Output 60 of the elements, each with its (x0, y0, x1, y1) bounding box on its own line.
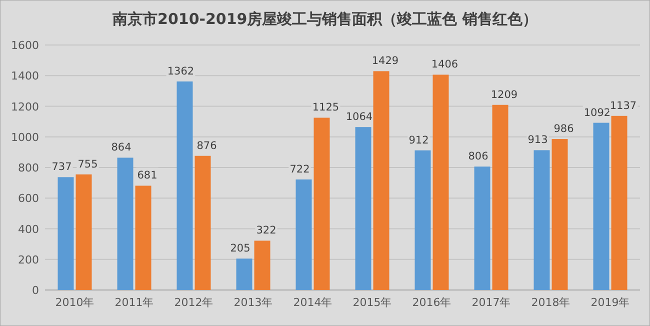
x-tick-label: 2015年 (352, 296, 392, 309)
bar (492, 104, 508, 290)
data-label: 1362 (167, 65, 194, 78)
data-label: 1092 (584, 106, 611, 119)
data-label: 806 (468, 150, 489, 163)
data-label: 1406 (431, 58, 458, 71)
data-label: 1137 (610, 100, 637, 112)
data-label: 876 (196, 140, 218, 152)
data-label: 912 (408, 134, 429, 146)
bar (176, 81, 193, 290)
bar (296, 179, 312, 290)
bar (474, 166, 490, 290)
y-tick-label: 0 (32, 284, 39, 297)
bar (432, 74, 449, 290)
data-label: 737 (52, 161, 72, 174)
bar (552, 139, 568, 290)
y-tick-label: 1600 (11, 39, 39, 52)
bar (135, 186, 152, 290)
x-tick-label: 2013年 (234, 296, 273, 309)
bar (534, 150, 550, 290)
y-tick-label: 1000 (11, 130, 39, 144)
x-tick-label: 2019年 (590, 296, 630, 309)
bar (58, 177, 74, 290)
data-label: 913 (528, 134, 548, 146)
bar (236, 258, 252, 290)
x-tick-label: 2016年 (412, 296, 452, 309)
chart-title: 南京市2010-2019房屋竣工与销售面积（竣工蓝色 销售红色） (112, 10, 538, 28)
data-label: 986 (554, 123, 574, 136)
y-tick-label: 800 (18, 162, 39, 174)
bar (611, 116, 628, 290)
data-label: 722 (290, 163, 310, 176)
data-label: 681 (137, 170, 158, 182)
x-tick-label: 2012年 (174, 296, 214, 309)
bar (117, 158, 134, 290)
bar (76, 174, 92, 290)
data-label: 755 (78, 158, 98, 170)
data-label: 322 (256, 224, 276, 237)
x-tick-label: 2017年 (472, 296, 511, 309)
data-label: 205 (230, 242, 250, 255)
data-label: 1429 (372, 55, 399, 68)
bar (373, 71, 390, 290)
bar (194, 156, 211, 290)
y-tick-label: 400 (18, 222, 39, 236)
bar (314, 118, 330, 290)
x-tick-label: 2018年 (531, 296, 570, 309)
y-tick-label: 1200 (11, 100, 39, 114)
data-label: 864 (111, 142, 132, 154)
x-tick-label: 2014年 (293, 296, 332, 309)
data-label: 1209 (490, 88, 518, 101)
y-tick-label: 1400 (11, 70, 39, 83)
bar (254, 240, 270, 290)
x-tick-label: 2011年 (114, 296, 154, 309)
bar (593, 122, 610, 290)
bar (414, 150, 431, 290)
data-label: 1125 (312, 102, 340, 114)
y-tick-label: 600 (18, 192, 39, 206)
x-tick-label: 2010年 (55, 296, 94, 309)
bar (355, 127, 372, 290)
y-tick-label: 200 (18, 253, 39, 266)
data-label: 1064 (346, 111, 373, 124)
